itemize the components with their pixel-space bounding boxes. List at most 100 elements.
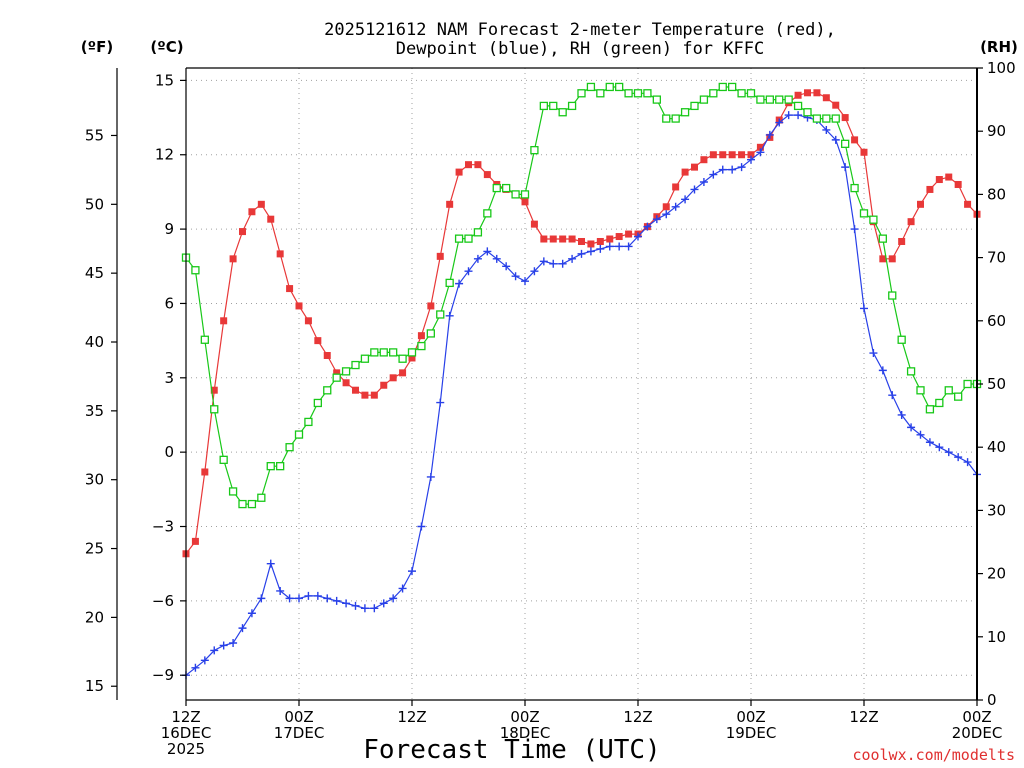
dewpoint-point [313, 591, 322, 600]
rh-tick-label: 0 [987, 691, 997, 709]
temperature-point [860, 148, 868, 156]
temperature-point [389, 374, 397, 382]
rh-point [831, 114, 840, 123]
dewpoint-point [944, 448, 953, 457]
dewpoint-point [530, 267, 539, 276]
x-tick-label: 19DEC [726, 724, 777, 742]
dewpoint-point [436, 398, 445, 407]
dewpoint-point [878, 366, 887, 375]
temperature-point [559, 235, 567, 243]
dewpoint-point [238, 624, 247, 633]
temperature-point [342, 379, 350, 387]
rh-point [859, 209, 869, 218]
temperature-point [691, 163, 698, 171]
dewpoint-point [963, 458, 972, 467]
temperature-point [380, 381, 388, 389]
rh-point [662, 114, 671, 123]
temperature-point [709, 151, 717, 159]
temperature-point [945, 173, 953, 181]
rh-point [841, 139, 850, 148]
fahrenheit-tick-label: 15 [85, 677, 104, 695]
rh-point [784, 95, 793, 104]
dewpoint-point [784, 111, 793, 120]
dewpoint-point [266, 559, 275, 568]
dewpoint-point [398, 584, 407, 593]
rh-point [944, 386, 953, 395]
rh-point [718, 82, 727, 92]
rh-tick-label: 90 [987, 122, 1006, 140]
rh-point [483, 209, 492, 218]
rh-point [567, 101, 577, 111]
temperature-point [540, 235, 548, 243]
rh-point [210, 405, 219, 414]
rh-point [586, 82, 596, 92]
dewpoint-point [709, 170, 718, 179]
temperature-point [352, 386, 359, 394]
temperature-point [267, 215, 275, 223]
fahrenheit-tick-label: 20 [85, 608, 104, 626]
celsius-tick-label: −9 [152, 666, 174, 684]
fahrenheit-tick-label: 55 [85, 126, 104, 144]
rh-point [464, 234, 473, 243]
temperature-point [257, 200, 265, 208]
dewpoint-point [521, 277, 529, 286]
dewpoint-point [765, 130, 774, 139]
dewpoint-point [219, 641, 228, 650]
dewpoint-point [681, 195, 690, 204]
dewpoint-point [775, 118, 784, 127]
dewpoint-point [615, 242, 624, 251]
rh-point [257, 493, 266, 502]
celsius-tick-label: −3 [152, 518, 174, 536]
rh-point [709, 89, 718, 98]
rh-point [304, 417, 313, 427]
x-tick-label: 2025 [167, 740, 205, 758]
fahrenheit-tick-label: 30 [85, 471, 104, 489]
rh-point [869, 215, 878, 224]
dewpoint-point [445, 311, 454, 320]
temperature-point [549, 235, 557, 243]
rh-point [935, 398, 944, 408]
rh-point [351, 360, 360, 370]
celsius-unit-label: (ºC) [150, 38, 183, 56]
rh-tick-label: 60 [987, 312, 1006, 330]
rh-point [878, 234, 887, 243]
dewpoint-point [634, 232, 642, 241]
dewpoint-point [690, 185, 699, 194]
rh-point [775, 95, 784, 104]
x-tick-label: 12Z [623, 708, 652, 726]
x-tick-label: 00Z [736, 708, 765, 726]
rh-point [925, 405, 935, 414]
fahrenheit-tick-label: 25 [85, 540, 104, 558]
rh-point [605, 82, 614, 92]
chart-title-line-2: Dewpoint (blue), RH (green) for KFFC [396, 39, 764, 59]
x-tick-label: 18DEC [500, 724, 551, 742]
rh-point [219, 455, 228, 464]
fahrenheit-tick-label: 45 [85, 264, 104, 282]
temperature-point [417, 332, 425, 340]
x-axis-title: Forecast Time (UTC) [363, 735, 660, 765]
rh-point [247, 499, 257, 509]
dewpoint-point [747, 155, 755, 164]
temperature-point [220, 317, 228, 325]
fahrenheit-unit-label: (ºF) [81, 38, 113, 56]
rh-point [906, 367, 916, 376]
dewpoint-point [379, 599, 388, 608]
rh-point [445, 278, 454, 288]
temperature-point [323, 351, 331, 359]
temperature-point [361, 391, 369, 399]
celsius-tick-label: 6 [164, 294, 174, 312]
rh-point [850, 183, 859, 193]
dewpoint-point [455, 279, 464, 288]
rh-point [502, 183, 511, 193]
rh-point [313, 398, 322, 408]
dewpoint-point [907, 423, 916, 432]
temperature-point [728, 151, 736, 159]
x-tick-label: 12Z [171, 708, 200, 726]
temperature-point [879, 255, 887, 263]
temperature-point [907, 218, 915, 226]
rh-tick-label: 50 [987, 375, 1006, 393]
temperature-point [935, 176, 943, 184]
celsius-tick-label: 3 [164, 369, 174, 387]
dewpoint-point [728, 165, 737, 174]
rh-point [492, 183, 501, 193]
